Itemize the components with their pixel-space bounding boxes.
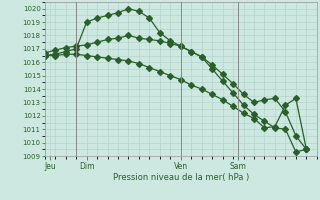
- X-axis label: Pression niveau de la mer( hPa ): Pression niveau de la mer( hPa ): [113, 173, 249, 182]
